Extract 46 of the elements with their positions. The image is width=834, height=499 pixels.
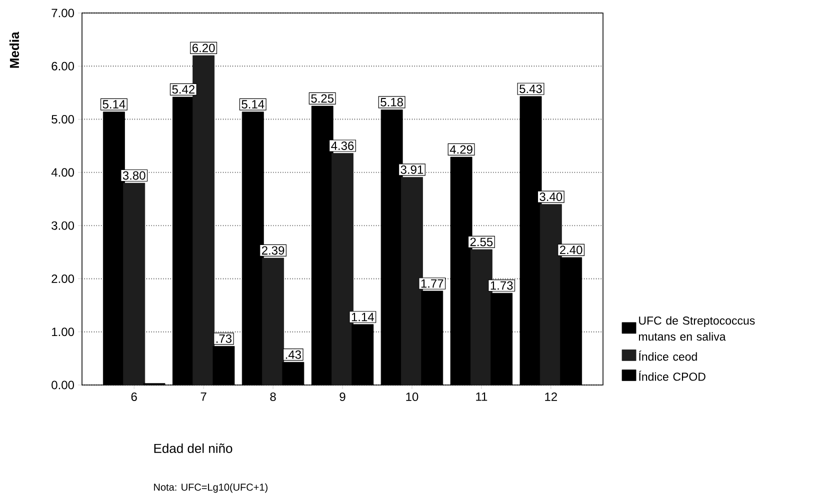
y-tick-label: 6.00 (52, 62, 74, 70)
x-tick-label: 12 (545, 392, 557, 401)
data-label: 5.18 (380, 98, 403, 106)
x-axis-title: Edad del niño (154, 443, 232, 454)
bar (262, 258, 284, 386)
data-label: 6.20 (192, 44, 215, 52)
x-tick-label: 7 (200, 392, 206, 401)
legend-label: Índice CPOD (639, 370, 706, 381)
y-tick-label: 3.00 (52, 221, 74, 230)
data-label: 5.42 (172, 85, 194, 94)
data-label: 5.14 (102, 100, 126, 109)
data-label: 5.43 (520, 84, 542, 94)
x-tick-label: 9 (340, 392, 346, 402)
data-label: 2.55 (470, 238, 493, 246)
y-axis-title: Media (9, 32, 20, 68)
data-label: 2.39 (262, 246, 284, 255)
data-label: 5.25 (311, 94, 334, 103)
y-tick-label: 2.00 (52, 274, 74, 283)
y-tick-label: 0.00 (52, 380, 74, 390)
data-label: 1.14 (352, 312, 374, 322)
data-label: 4.36 (331, 142, 354, 150)
y-tick-label: 1.00 (52, 328, 74, 336)
x-tick-label: 6 (131, 392, 137, 402)
bar (401, 177, 423, 386)
x-tick-label: 8 (270, 392, 276, 402)
x-tick-label: 11 (476, 392, 488, 401)
y-tick-label: 5.00 (52, 115, 74, 124)
bar (540, 204, 562, 386)
y-tick-label: 7.00 (52, 8, 74, 18)
x-tick-label: 10 (406, 392, 418, 402)
data-label: 3.80 (122, 171, 146, 180)
data-label: 1.77 (421, 279, 444, 288)
legend-label: Índice ceod (639, 350, 697, 361)
data-label: .73 (216, 334, 232, 343)
data-label: 2.40 (560, 246, 582, 254)
data-label: 5.14 (242, 100, 264, 109)
data-label: 3.40 (540, 192, 562, 202)
data-label: .43 (286, 350, 301, 359)
y-tick-label: 4.00 (51, 168, 74, 177)
data-label: 1.73 (490, 281, 513, 290)
data-label: 3.91 (400, 165, 424, 174)
legend-label: UFC de Streptococcus mutans en saliva (638, 316, 755, 341)
data-label: 4.29 (450, 145, 472, 154)
bar (332, 153, 354, 386)
bar (470, 249, 492, 386)
text: Nota: UFC=Lg10(UFC+1) (154, 483, 268, 493)
